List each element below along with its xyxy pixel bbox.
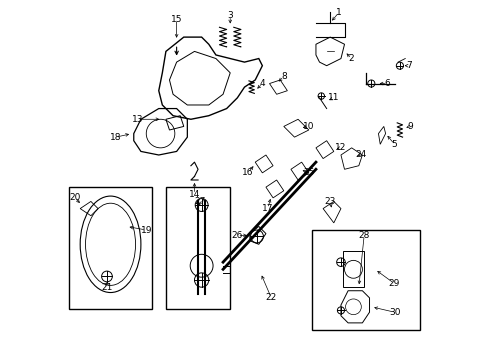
Bar (342, 251, 364, 287)
Text: 8: 8 (280, 72, 286, 81)
Bar (165, 187, 230, 309)
Text: 1: 1 (336, 8, 341, 17)
Text: 14: 14 (188, 190, 200, 199)
Text: 22: 22 (265, 293, 276, 302)
Text: 29: 29 (388, 279, 399, 288)
Text: 28: 28 (358, 231, 369, 240)
Text: 10: 10 (303, 122, 314, 131)
Text: 27: 27 (194, 197, 205, 206)
Text: 15: 15 (170, 15, 182, 24)
Bar (312, 230, 419, 330)
Text: 25: 25 (303, 168, 314, 177)
Text: 6: 6 (384, 79, 389, 88)
Text: 16: 16 (242, 168, 253, 177)
Text: 9: 9 (407, 122, 413, 131)
Text: 21: 21 (101, 283, 112, 292)
Text: 30: 30 (388, 308, 400, 317)
Text: 2: 2 (348, 54, 354, 63)
Text: 7: 7 (405, 61, 411, 70)
Text: 18: 18 (110, 132, 122, 141)
Text: 5: 5 (391, 140, 397, 149)
Text: 13: 13 (131, 115, 143, 124)
Bar (69, 187, 151, 309)
Text: 26: 26 (231, 231, 243, 240)
Text: 3: 3 (227, 11, 233, 20)
Text: 11: 11 (327, 93, 339, 102)
Text: 20: 20 (69, 193, 81, 202)
Text: 24: 24 (354, 150, 366, 159)
Text: 23: 23 (324, 197, 335, 206)
Text: 12: 12 (335, 143, 346, 152)
Text: 17: 17 (262, 204, 273, 213)
Text: 4: 4 (259, 79, 264, 88)
Text: 19: 19 (140, 225, 152, 234)
